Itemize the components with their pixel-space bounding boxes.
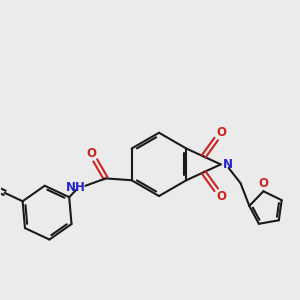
Text: O: O — [216, 126, 226, 139]
Text: O: O — [258, 177, 268, 190]
Text: N: N — [223, 158, 233, 171]
Text: O: O — [216, 190, 226, 203]
Text: O: O — [86, 147, 96, 160]
Text: NH: NH — [66, 181, 86, 194]
